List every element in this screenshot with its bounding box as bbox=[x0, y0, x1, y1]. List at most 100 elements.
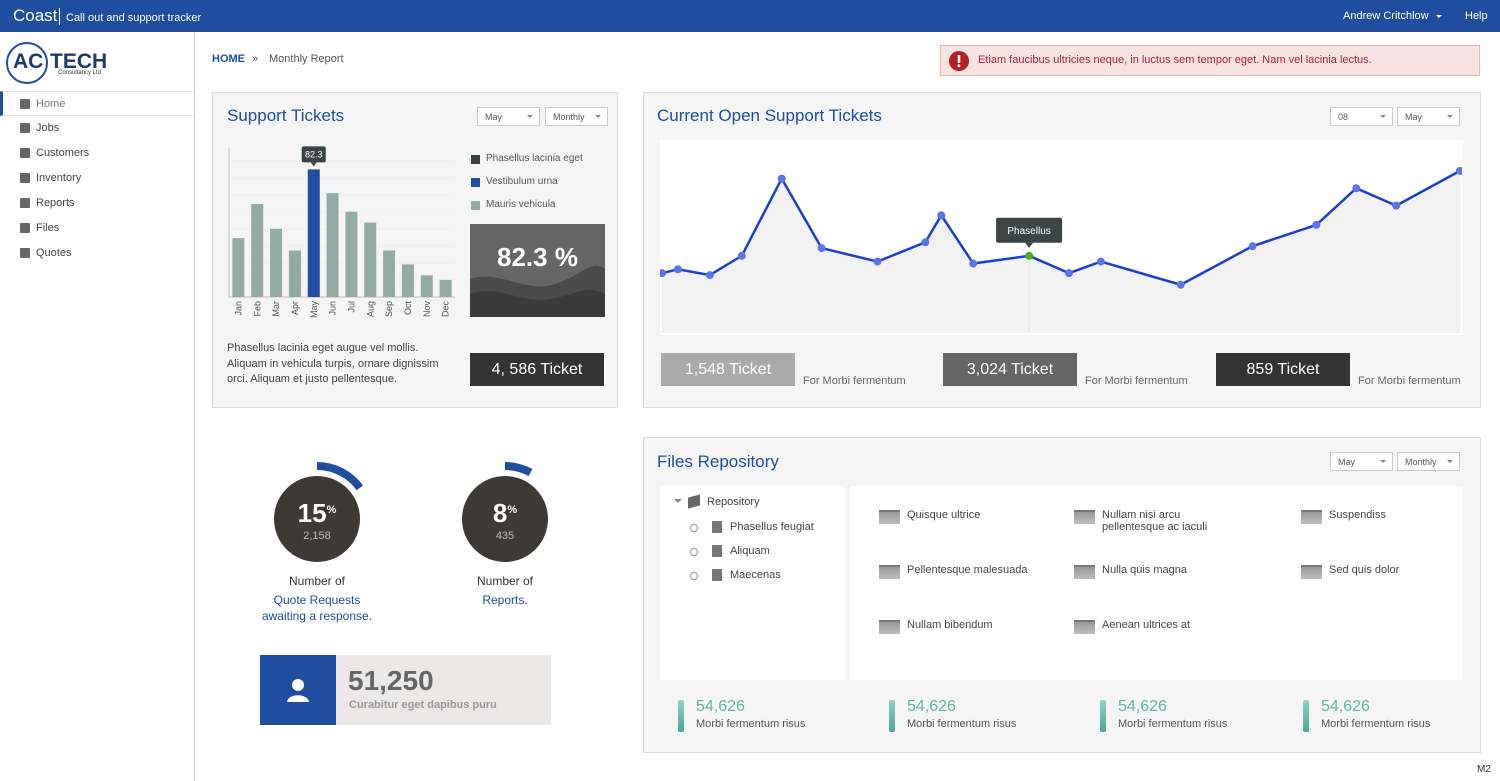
file-grid: Quisque ultrice Nullam nisi arcu pellente… bbox=[850, 486, 1463, 680]
gauge-arc bbox=[504, 462, 533, 477]
gauge-link[interactable]: awaiting a response. bbox=[261, 609, 373, 623]
logo-right: TECH bbox=[50, 50, 108, 73]
filter[interactable]: May bbox=[1330, 452, 1393, 471]
nav-label: Quotes bbox=[36, 247, 72, 259]
point bbox=[1392, 201, 1401, 210]
nav-icon bbox=[20, 223, 30, 233]
description: Phasellus lacinia eget augue vel mollis.… bbox=[227, 342, 439, 385]
gauge-count: 2,158 bbox=[303, 530, 331, 542]
x-tick-label: Apr bbox=[290, 301, 300, 315]
nav-label: Files bbox=[36, 222, 60, 234]
tooltip-arrow bbox=[1025, 242, 1034, 248]
legend-item: Mauris vehicula bbox=[471, 199, 611, 213]
x-tick-label: Nov bbox=[422, 301, 432, 318]
bar bbox=[251, 204, 264, 297]
x-tick-label: Jul bbox=[346, 301, 356, 313]
nav-item[interactable]: Files bbox=[0, 216, 195, 241]
stat-bar bbox=[1303, 700, 1309, 732]
gauge: 15% 2,158 bbox=[274, 462, 364, 562]
gauge-arc bbox=[316, 462, 364, 491]
stat-value: 54,626 bbox=[696, 698, 745, 715]
gauge-percent: 15 bbox=[298, 498, 327, 528]
tree-root[interactable]: Repository bbox=[707, 496, 760, 508]
x-tick-label: Jun bbox=[328, 301, 338, 316]
gauge-disc bbox=[462, 476, 548, 562]
x-tick-label: May bbox=[309, 301, 319, 319]
filter[interactable]: Monthly bbox=[1397, 452, 1460, 471]
stat-value: 54,626 bbox=[1321, 698, 1370, 715]
logo-sub: Consultancy Ltd bbox=[58, 70, 102, 76]
file-item[interactable]: Pellentesque malesuada bbox=[907, 564, 1028, 576]
file-item[interactable]: Sed quis dolor bbox=[1329, 564, 1400, 576]
ticket-stat: 859 Ticket bbox=[1216, 353, 1350, 386]
nav-item[interactable]: Inventory bbox=[0, 166, 195, 191]
footer: M2 bbox=[1477, 764, 1491, 775]
help-link[interactable]: Help bbox=[1465, 10, 1488, 22]
nav-item[interactable]: Reports bbox=[0, 191, 195, 216]
user-menu[interactable]: Andrew Critchlow bbox=[1343, 10, 1429, 22]
tree-node[interactable]: Aliquam bbox=[730, 545, 770, 557]
nav-item[interactable]: Jobs bbox=[0, 116, 195, 141]
bar bbox=[439, 279, 452, 297]
point bbox=[1096, 257, 1105, 266]
point bbox=[1352, 184, 1361, 193]
stat-value: 54,626 bbox=[1118, 698, 1167, 715]
folder-icon bbox=[879, 510, 900, 524]
bar-chart: Jan Feb Mar Apr May 82.3 Jun Jul Aug Sep Oct Nov Dec bbox=[228, 143, 455, 319]
filter[interactable]: 08 bbox=[1330, 107, 1393, 126]
point bbox=[660, 269, 666, 278]
nav-icon bbox=[20, 248, 30, 258]
top-bar: Coast Call out and support tracker Andre… bbox=[0, 0, 1500, 32]
bar bbox=[364, 222, 377, 297]
breadcrumb-home[interactable]: HOME bbox=[212, 53, 245, 65]
file-item[interactable]: Quisque ultrice bbox=[907, 509, 981, 521]
point bbox=[937, 211, 946, 220]
legend-label: Phasellus lacinia eget bbox=[486, 153, 583, 164]
gauge-link[interactable]: Reports. bbox=[482, 593, 528, 607]
filter[interactable]: May bbox=[1397, 107, 1460, 126]
filter[interactable]: Monthly bbox=[545, 107, 608, 126]
point bbox=[969, 259, 978, 268]
nav-item[interactable]: Home bbox=[0, 91, 195, 116]
legend-swatch bbox=[471, 155, 480, 164]
alert: Etiam faucibus ultricies neque, in luctu… bbox=[940, 45, 1480, 76]
tree-node[interactable]: Maecenas bbox=[730, 569, 781, 581]
bar bbox=[383, 250, 396, 297]
highlight-card: 82.3 % bbox=[470, 224, 605, 317]
bar bbox=[420, 275, 433, 297]
stat-value: 54,626 bbox=[907, 698, 956, 715]
ticket-caption: For Morbi fermentum bbox=[1085, 375, 1188, 387]
folder-icon bbox=[879, 565, 900, 579]
gauge-link[interactable]: Quote Requests bbox=[273, 593, 361, 607]
x-tick-label: Oct bbox=[403, 301, 413, 316]
ticket-caption: For Morbi fermentum bbox=[803, 375, 906, 387]
file-item[interactable]: Aenean ultrices at bbox=[1102, 619, 1191, 631]
caret bbox=[1436, 15, 1442, 21]
brand[interactable]: Coast bbox=[13, 6, 58, 25]
file-item[interactable]: Nulla quis magna bbox=[1102, 564, 1187, 576]
nav-item[interactable]: Quotes bbox=[0, 241, 195, 266]
filter[interactable]: May bbox=[477, 107, 540, 126]
folder-icon bbox=[1074, 565, 1095, 579]
highlight-value: 82.3 % bbox=[497, 242, 578, 272]
file-item[interactable]: Nullam bibendum bbox=[907, 619, 993, 631]
tree-file-icon bbox=[712, 545, 722, 557]
tooltip-text: 82.3 bbox=[305, 149, 323, 159]
breadcrumb-separator: » bbox=[252, 53, 259, 65]
x-tick-label: Sep bbox=[384, 301, 394, 317]
legend-swatch bbox=[471, 201, 480, 210]
stat-bar bbox=[889, 700, 895, 732]
area bbox=[662, 170, 1460, 333]
file-item[interactable]: Nullam nisi arcu pellentesque ac iaculi bbox=[1102, 509, 1208, 533]
file-item[interactable]: Suspendiss bbox=[1329, 509, 1386, 521]
nav-item[interactable]: Customers bbox=[0, 141, 195, 166]
folder-icon bbox=[1074, 620, 1095, 634]
gauge-count: 435 bbox=[496, 530, 514, 542]
point bbox=[673, 265, 682, 274]
nav-label: Jobs bbox=[36, 122, 60, 134]
panel-title: Support Tickets bbox=[227, 106, 345, 125]
tree-node[interactable]: Phasellus feugiat bbox=[730, 521, 814, 533]
folder-icon bbox=[1074, 510, 1095, 524]
alert-icon bbox=[949, 51, 969, 71]
